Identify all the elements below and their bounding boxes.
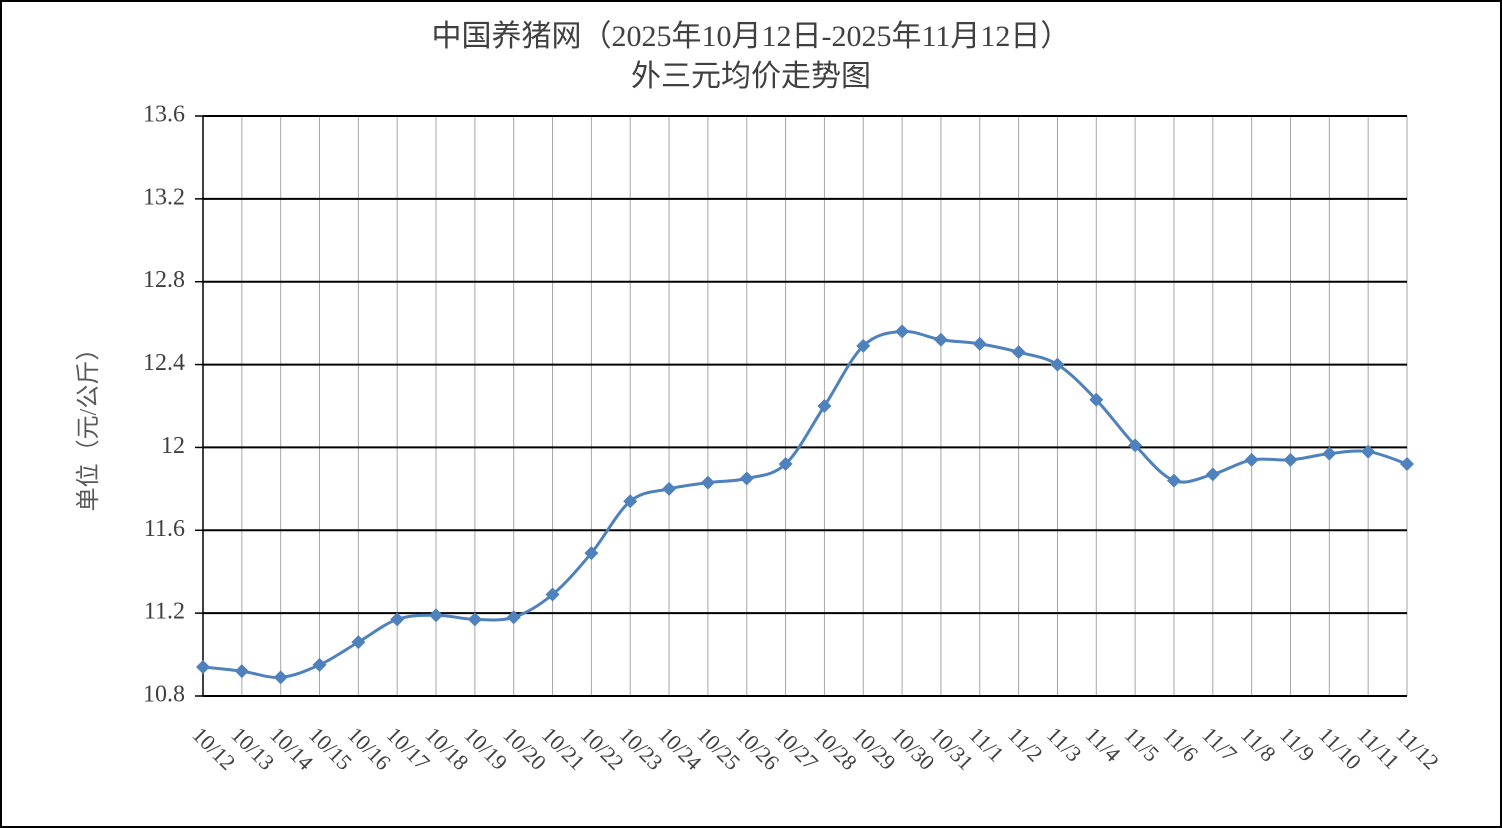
marker: [273, 670, 288, 685]
marker: [1089, 392, 1104, 407]
marker: [856, 338, 871, 353]
marker: [1166, 473, 1181, 488]
marker: [895, 324, 910, 339]
marker: [1205, 467, 1220, 482]
marker: [1361, 444, 1376, 459]
marker: [506, 610, 521, 625]
line: [202, 329, 1408, 679]
marker: [739, 471, 754, 486]
marker: [390, 612, 405, 627]
marker: [234, 664, 249, 679]
marker: [1050, 357, 1065, 372]
y-tick-label: 13.2: [143, 184, 185, 210]
marker: [662, 481, 677, 496]
y-tick-label: 13.6: [143, 102, 185, 128]
y-axis-label: 单位（元/公斤）: [75, 337, 102, 512]
marker: [817, 399, 832, 413]
marker: [933, 332, 948, 347]
marker: [1011, 345, 1026, 360]
marker: [623, 494, 638, 509]
marker: [700, 475, 715, 490]
marker: [972, 336, 987, 351]
marker: [1283, 452, 1298, 467]
marker: [1244, 452, 1259, 467]
marker: [1400, 457, 1414, 471]
marker: [778, 457, 793, 471]
y-tick-label: 12.4: [143, 350, 185, 376]
y-tick-label: 12: [161, 433, 185, 459]
chart-title: 中国养猪网（2025年10月12日-2025年11月12日）: [432, 20, 1071, 53]
marker: [429, 608, 444, 623]
y-tick-label: 11.6: [144, 516, 185, 542]
chart-subtitle: 外三元均价走势图: [631, 60, 871, 93]
y-tick-label: 10.8: [143, 682, 185, 708]
marker: [312, 657, 327, 672]
y-tick-label: 11.2: [144, 599, 185, 625]
marker: [1128, 438, 1143, 453]
marker: [545, 587, 560, 602]
marker: [1322, 446, 1337, 461]
marker: [584, 546, 599, 561]
y-tick-label: 12.8: [143, 267, 185, 293]
marker: [351, 635, 366, 650]
marker: [196, 660, 210, 674]
marker: [467, 612, 482, 627]
